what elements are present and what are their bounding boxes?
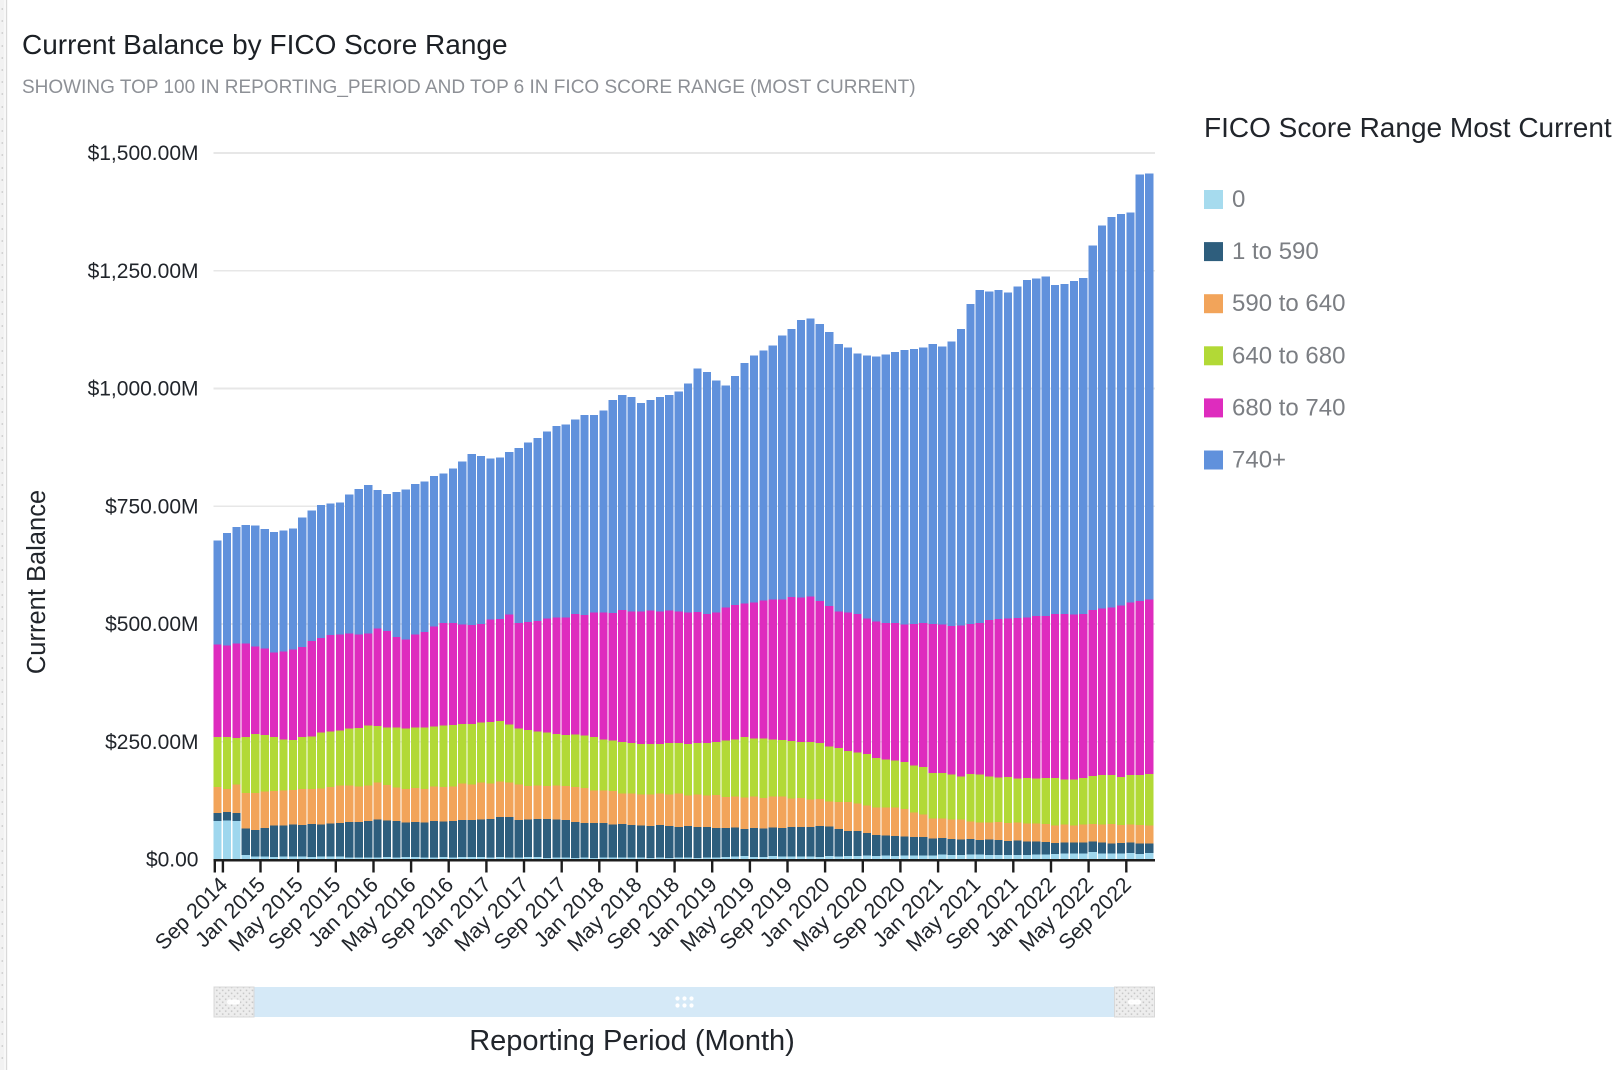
svg-text:FICO Score Range Most Current: FICO Score Range Most Current — [1204, 112, 1612, 143]
svg-text:Current Balance by FICO Score: Current Balance by FICO Score Range — [22, 29, 508, 60]
svg-text:SHOWING TOP 100 IN REPORTING_P: SHOWING TOP 100 IN REPORTING_PERIOD AND … — [22, 77, 916, 98]
svg-text:$1,000.00M: $1,000.00M — [88, 378, 199, 401]
svg-text:590 to 640: 590 to 640 — [1232, 290, 1345, 317]
svg-text:Current Balance: Current Balance — [23, 490, 51, 674]
svg-text:Reporting Period (Month): Reporting Period (Month) — [469, 1025, 795, 1057]
svg-text:$750.00M: $750.00M — [105, 496, 198, 519]
svg-text:$1,500.00M: $1,500.00M — [88, 142, 199, 165]
svg-text:1 to 590: 1 to 590 — [1232, 238, 1319, 265]
svg-text:$0.00: $0.00 — [146, 849, 199, 872]
svg-text:$250.00M: $250.00M — [105, 731, 198, 754]
svg-text:0: 0 — [1232, 186, 1245, 213]
svg-text:740+: 740+ — [1232, 447, 1286, 474]
svg-text:$500.00M: $500.00M — [105, 613, 198, 636]
svg-text:640 to 680: 640 to 680 — [1232, 342, 1345, 369]
svg-text:680 to 740: 680 to 740 — [1232, 394, 1345, 421]
svg-text:$1,250.00M: $1,250.00M — [88, 260, 199, 283]
